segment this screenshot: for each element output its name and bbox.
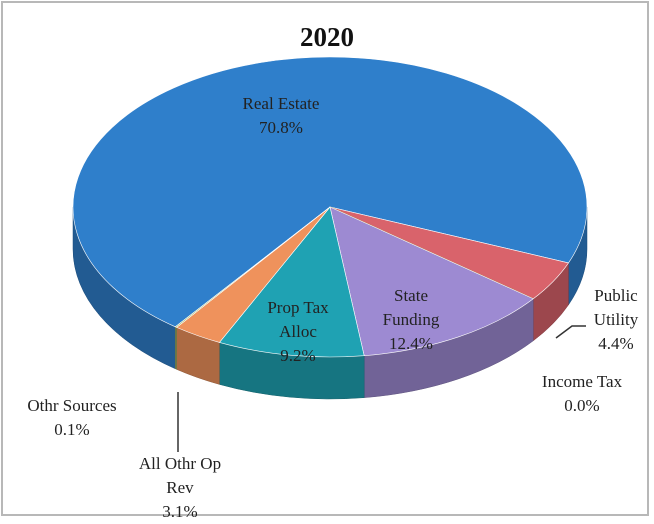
category-label: All Othr Op Rev bbox=[138, 454, 222, 497]
value-label: 0.1% bbox=[54, 420, 90, 439]
slice-label: Income Tax 0.0% bbox=[522, 370, 642, 418]
slice-side bbox=[175, 326, 177, 370]
slice-label: Othr Sources 0.1% bbox=[27, 394, 117, 442]
category-label: Income Tax bbox=[541, 372, 623, 391]
slice bbox=[174, 206, 331, 328]
value-label: 3.1% bbox=[162, 502, 198, 521]
category-label: Real Estate bbox=[242, 94, 320, 113]
value-label: 12.4% bbox=[389, 334, 433, 353]
category-label: Prop Tax Alloc bbox=[267, 298, 329, 341]
slice bbox=[72, 56, 588, 328]
slice-label: Real Estate 70.8% bbox=[201, 92, 361, 140]
slice-label: All Othr Op Rev 3.1% bbox=[125, 452, 235, 524]
category-label: State Funding bbox=[382, 286, 440, 329]
leader-line bbox=[555, 325, 586, 339]
slice-label: State Funding 12.4% bbox=[366, 284, 456, 356]
slice bbox=[329, 206, 534, 356]
value-label: 4.4% bbox=[598, 334, 634, 353]
chart-title: 2020 bbox=[300, 22, 354, 52]
slice-label: Prop Tax Alloc 9.2% bbox=[248, 296, 348, 368]
chart-frame bbox=[1, 1, 649, 516]
category-label: Public Utility bbox=[593, 286, 639, 329]
value-label: 70.8% bbox=[259, 118, 303, 137]
slice-label: Public Utility 4.4% bbox=[581, 284, 651, 356]
value-label: 9.2% bbox=[280, 346, 316, 365]
slice bbox=[218, 206, 365, 358]
value-label: 0.0% bbox=[564, 396, 600, 415]
category-label: Othr Sources bbox=[27, 396, 117, 415]
